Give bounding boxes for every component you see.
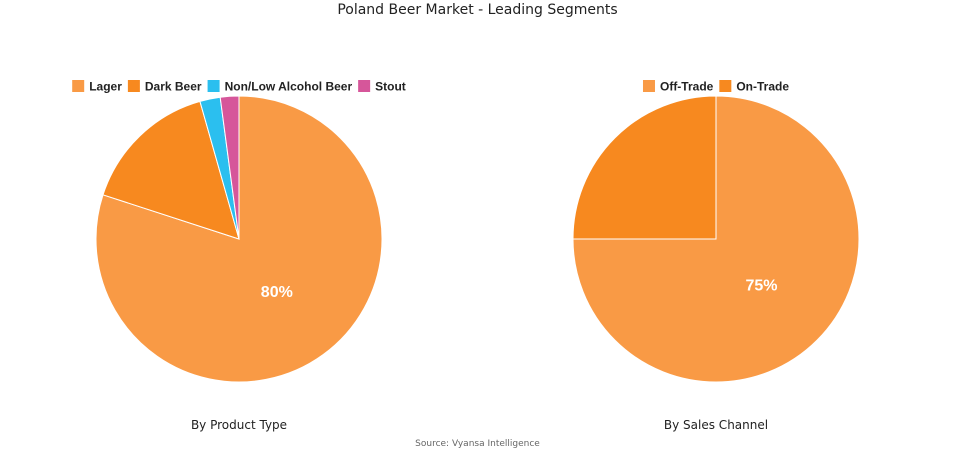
legend-label: Dark Beer [145,80,202,94]
legend-swatch [127,80,140,92]
legend-label: Off-Trade [660,80,714,94]
pie-slice-dark-beer [102,100,240,240]
data-label: 80% [261,284,293,301]
legend-label: Non/Low Alcohol Beer [225,80,353,94]
pie-slice-stout [219,95,240,240]
legend: Off-Trade On-Trade [642,80,789,94]
pie-slice-off-trade [572,95,860,383]
legend-swatch [207,80,220,92]
chart-title: Poland Beer Market - Leading Segments [337,2,618,18]
legend-swatch [719,80,732,92]
legend-label: Lager [89,80,122,94]
legend-swatch [72,80,85,92]
pie-slice-on-trade [572,95,717,240]
legend-swatch [642,80,655,92]
source-note: Source: Vyansa Intelligence [415,439,540,449]
subtitle-product-type: By Product Type [190,418,288,432]
subtitle-sales-channel: By Sales Channel [663,418,769,432]
data-label: 75% [745,278,777,295]
legend-label: Stout [375,80,406,94]
legend: Lager Dark Beer Non/Low Alcohol Beer Stout [72,80,406,94]
legend-swatch [358,80,371,92]
legend-label: On-Trade [736,80,789,94]
